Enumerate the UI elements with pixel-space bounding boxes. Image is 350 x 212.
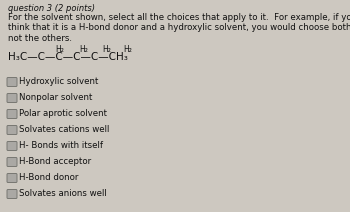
Text: Solvates cations well: Solvates cations well (19, 126, 109, 134)
FancyBboxPatch shape (7, 78, 17, 86)
FancyBboxPatch shape (7, 141, 17, 151)
Text: think that it is a H-bond donor and a hydroxylic solvent, you would choose both : think that it is a H-bond donor and a hy… (8, 24, 350, 32)
Text: H₃C—C—C—C—C—CH₃: H₃C—C—C—C—C—CH₃ (8, 52, 128, 62)
FancyBboxPatch shape (7, 93, 17, 102)
Text: question 3 (2 points): question 3 (2 points) (8, 4, 95, 13)
Text: H- Bonds with itself: H- Bonds with itself (19, 141, 103, 151)
Text: H₂: H₂ (56, 45, 64, 54)
FancyBboxPatch shape (7, 126, 17, 134)
Text: Solvates anions well: Solvates anions well (19, 190, 107, 198)
Text: H₂: H₂ (124, 45, 132, 54)
Text: Nonpolar solvent: Nonpolar solvent (19, 93, 92, 102)
Text: H₂: H₂ (103, 45, 111, 54)
FancyBboxPatch shape (7, 158, 17, 166)
Text: not the others.: not the others. (8, 34, 72, 43)
Text: H₂: H₂ (79, 45, 89, 54)
FancyBboxPatch shape (7, 173, 17, 183)
Text: Polar aprotic solvent: Polar aprotic solvent (19, 110, 107, 119)
FancyBboxPatch shape (7, 110, 17, 119)
FancyBboxPatch shape (7, 190, 17, 198)
Text: H-Bond donor: H-Bond donor (19, 173, 78, 183)
Text: For the solvent shown, select all the choices that apply to it.  For example, if: For the solvent shown, select all the ch… (8, 13, 350, 22)
Text: H-Bond acceptor: H-Bond acceptor (19, 158, 91, 166)
Text: Hydroxylic solvent: Hydroxylic solvent (19, 78, 98, 86)
